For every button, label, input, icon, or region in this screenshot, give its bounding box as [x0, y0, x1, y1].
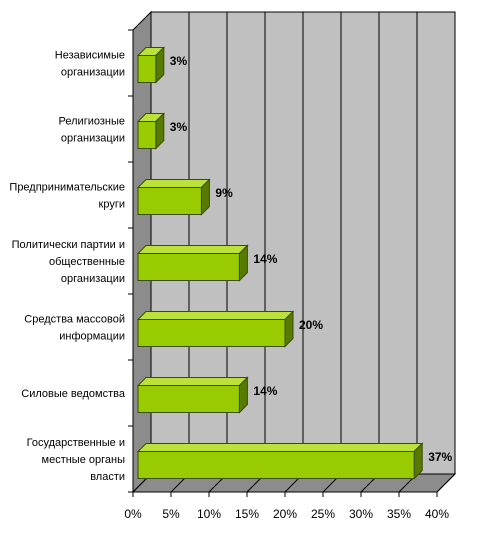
data-label: 20%: [299, 318, 323, 332]
data-label: 14%: [253, 384, 277, 398]
x-tick-label: 20%: [273, 507, 297, 521]
bar-top: [136, 377, 249, 386]
bar-front: [137, 187, 202, 215]
bar: [136, 244, 249, 282]
category-label: Предпринимательские круги: [9, 182, 125, 211]
labels: 0% 5% 10% 15% 20% 25% 30% 35% 40% 3% Независимые ор…: [9, 50, 452, 522]
bar-top: [136, 311, 295, 320]
bar: [136, 310, 295, 348]
x-tick-label: 40%: [425, 507, 449, 521]
x-tick-label: 30%: [349, 507, 373, 521]
bar: [136, 112, 166, 150]
bar-top: [136, 443, 424, 452]
x-tick-label: 25%: [311, 507, 335, 521]
bar-front: [137, 319, 286, 347]
x-tick-label: 5%: [162, 507, 180, 521]
data-label: 3%: [170, 54, 188, 68]
data-label: 9%: [215, 186, 233, 200]
category-label: Религиозные организации: [59, 116, 125, 145]
x-tick-label: 10%: [197, 507, 221, 521]
bars: [136, 46, 424, 480]
x-tick-label: 15%: [235, 507, 259, 521]
bar-front: [137, 253, 240, 281]
bar: [136, 376, 249, 414]
x-tick-label: 35%: [387, 507, 411, 521]
bar-front: [137, 55, 157, 83]
bar-top: [136, 245, 249, 254]
category-label: Политически партии и общественные организа…: [12, 239, 125, 285]
category-label: Силовые ведомства: [21, 388, 126, 400]
data-label: 37%: [428, 450, 452, 464]
category-label: Государственные и местные органы власти: [27, 437, 125, 483]
category-label: Независимые организации: [55, 50, 125, 79]
floor-gridline: [436, 473, 456, 493]
bar-top: [136, 179, 211, 188]
bar-front: [137, 385, 240, 413]
bar-front: [137, 121, 157, 149]
bar: [136, 46, 166, 84]
category-label: Средства массовой информации: [24, 314, 125, 343]
x-tick-label: 0%: [124, 507, 142, 521]
bar: [136, 442, 424, 480]
bar: [136, 178, 211, 216]
data-label: 14%: [253, 252, 277, 266]
bar-front: [137, 451, 415, 479]
data-label: 3%: [170, 120, 188, 134]
